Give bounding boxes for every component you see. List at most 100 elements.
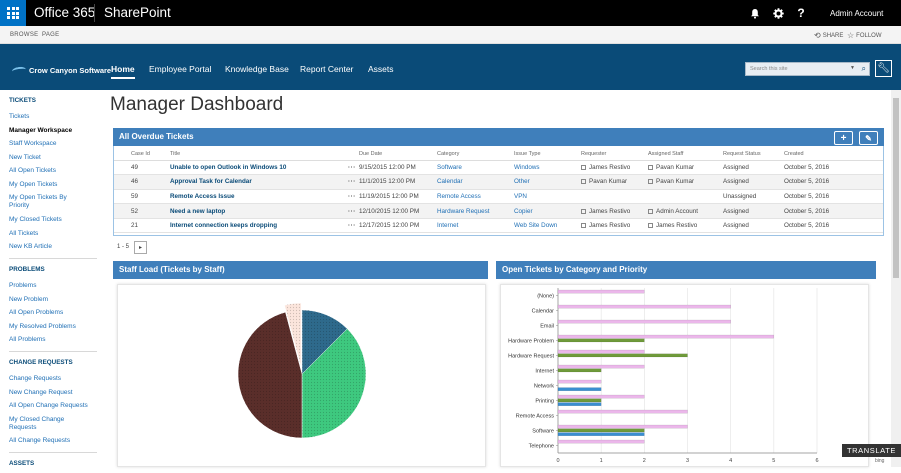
nav-link-change-requests[interactable]: Change Requests xyxy=(9,375,62,382)
assigned-staff-name[interactable]: Admin Account xyxy=(656,207,699,215)
nav-link-all-open-change-requests[interactable]: All Open Change Requests xyxy=(9,402,88,409)
assigned-staff-name[interactable]: James Restivo xyxy=(656,222,698,230)
nav-heading-assets[interactable]: ASSETS xyxy=(9,460,35,467)
nav-link-my-open-tickets[interactable]: My Open Tickets xyxy=(9,181,58,188)
bell-icon[interactable] xyxy=(743,0,767,26)
edit-view-button[interactable]: ✎ xyxy=(859,131,878,145)
row-select[interactable] xyxy=(114,218,131,234)
table-row[interactable]: 52 Need a new laptop ··· 12/10/2015 12:0… xyxy=(114,203,883,219)
issue-type-link[interactable]: VPN xyxy=(514,189,581,205)
nav-knowledge-base[interactable]: Knowledge Base xyxy=(225,64,289,74)
column-header[interactable]: Category xyxy=(437,148,514,161)
issue-type-link[interactable]: Other xyxy=(514,174,581,190)
ticket-title-link[interactable]: Remote Access Issue xyxy=(170,189,348,205)
bar[interactable] xyxy=(557,319,731,324)
search-input[interactable]: Search this site ▼ ⌕ xyxy=(745,62,870,76)
ticket-title-link[interactable]: Need a new laptop xyxy=(170,203,348,219)
bar[interactable] xyxy=(557,289,645,294)
table-row[interactable]: 49 Unable to open Outlook in Windows 10 … xyxy=(114,160,883,176)
column-header[interactable]: Request Status xyxy=(723,148,784,161)
row-select[interactable] xyxy=(114,189,131,205)
app-launcher-icon[interactable] xyxy=(0,0,26,26)
bar[interactable] xyxy=(557,424,688,429)
nav-link-my-closed-tickets[interactable]: My Closed Tickets xyxy=(9,216,62,223)
bar[interactable] xyxy=(557,428,645,433)
bar[interactable] xyxy=(557,304,731,309)
search-icon[interactable]: ⌕ xyxy=(861,64,866,73)
scrollbar-thumb[interactable] xyxy=(893,98,899,278)
requester-name[interactable]: Pavan Kumar xyxy=(589,178,628,186)
nav-heading-change-requests[interactable]: CHANGE REQUESTS xyxy=(9,359,73,366)
nav-link-new-problem[interactable]: New Problem xyxy=(9,296,49,303)
table-row[interactable]: 21 Internet connection keeps dropping ··… xyxy=(114,218,883,234)
help-icon[interactable]: ? xyxy=(797,6,805,20)
ticket-title-link[interactable]: Internet connection keeps dropping xyxy=(170,218,348,234)
nav-link-all-change-requests[interactable]: All Change Requests xyxy=(9,437,71,444)
bar[interactable] xyxy=(557,387,602,391)
translate-button[interactable]: TRANSLATE xyxy=(842,444,901,457)
requester-name[interactable]: James Restivo xyxy=(589,163,631,171)
issue-type-link[interactable]: Copier xyxy=(514,203,581,219)
nav-link-all-problems[interactable]: All Problems xyxy=(9,336,46,343)
nav-link-all-open-tickets[interactable]: All Open Tickets xyxy=(9,167,56,174)
bar[interactable] xyxy=(557,368,602,373)
bar[interactable] xyxy=(557,379,602,384)
nav-link-tickets[interactable]: Tickets xyxy=(9,113,30,120)
bar[interactable] xyxy=(557,338,645,343)
assigned-staff-name[interactable]: Pavan Kumar xyxy=(656,163,695,171)
select-column-header[interactable] xyxy=(114,148,131,161)
bar[interactable] xyxy=(557,353,688,358)
ribbon-tab-page[interactable]: PAGE xyxy=(42,32,60,38)
item-menu-icon[interactable]: ··· xyxy=(348,160,359,176)
column-header[interactable]: Due Date xyxy=(359,148,437,161)
nav-assets[interactable]: Assets xyxy=(368,64,394,74)
nav-link-new-kb-article[interactable]: New KB Article xyxy=(9,243,52,250)
add-ticket-button[interactable]: + xyxy=(834,131,853,145)
page-scrollbar[interactable] xyxy=(891,90,901,467)
column-header[interactable]: Assigned Staff xyxy=(648,148,723,161)
nav-link-staff-workspace[interactable]: Staff Workspace xyxy=(9,140,57,147)
next-page-button[interactable]: ▸ xyxy=(134,241,147,254)
assigned-staff-name[interactable]: Pavan Kumar xyxy=(656,178,695,186)
follow-button[interactable]: ☆ FOLLOW xyxy=(847,31,882,40)
search-scope-dropdown-icon[interactable]: ▼ xyxy=(850,65,855,71)
nav-link-my-closed-change-requests[interactable]: My Closed Change Requests xyxy=(9,416,65,431)
bar[interactable] xyxy=(557,409,688,414)
column-header[interactable]: Title xyxy=(170,148,348,161)
table-row[interactable]: 46 Approval Task for Calendar ··· 11/1/2… xyxy=(114,174,883,190)
issue-type-link[interactable]: Windows xyxy=(514,160,581,176)
nav-employee-portal[interactable]: Employee Portal xyxy=(149,64,212,74)
nav-link-my-resolved-problems[interactable]: My Resolved Problems xyxy=(9,323,76,330)
item-menu-icon[interactable]: ··· xyxy=(348,189,359,205)
bar[interactable] xyxy=(557,334,774,339)
bar[interactable] xyxy=(557,398,602,403)
requester-name[interactable]: James Restivo xyxy=(589,222,631,230)
category-link[interactable]: Calendar xyxy=(437,174,514,190)
nav-home[interactable]: Home xyxy=(111,64,135,79)
row-select[interactable] xyxy=(114,160,131,176)
ribbon-tab-browse[interactable]: BROWSE xyxy=(10,32,39,38)
bar[interactable] xyxy=(557,394,645,399)
issue-type-link[interactable]: Web Site Down xyxy=(514,218,581,234)
ticket-title-link[interactable]: Approval Task for Calendar xyxy=(170,174,348,190)
category-link[interactable]: Internet xyxy=(437,218,514,234)
sharepoint-link[interactable]: SharePoint xyxy=(104,5,171,20)
requester-name[interactable]: James Restivo xyxy=(589,207,631,215)
nav-link-new-change-request[interactable]: New Change Request xyxy=(9,389,73,396)
column-header[interactable]: Issue Type xyxy=(514,148,581,161)
item-menu-icon[interactable]: ··· xyxy=(348,174,359,190)
account-name[interactable]: Admin Account xyxy=(830,9,884,18)
nav-link-my-open-tickets-by-priority[interactable]: My Open Tickets By Priority xyxy=(9,194,67,209)
column-header[interactable]: Requester xyxy=(581,148,648,161)
nav-link-all-open-problems[interactable]: All Open Problems xyxy=(9,309,64,316)
row-select[interactable] xyxy=(114,174,131,190)
site-logo[interactable]: Crow Canyon Software xyxy=(11,66,111,75)
bar[interactable] xyxy=(557,402,602,406)
table-row[interactable]: 59 Remote Access Issue ··· 11/19/2015 12… xyxy=(114,189,883,205)
category-link[interactable]: Hardware Request xyxy=(437,203,514,219)
bar[interactable] xyxy=(557,349,645,354)
column-header[interactable]: Case Id xyxy=(131,148,170,161)
office365-brand[interactable]: Office 365 xyxy=(34,5,96,20)
item-menu-icon[interactable]: ··· xyxy=(348,218,359,234)
nav-link-problems[interactable]: Problems xyxy=(9,282,37,289)
